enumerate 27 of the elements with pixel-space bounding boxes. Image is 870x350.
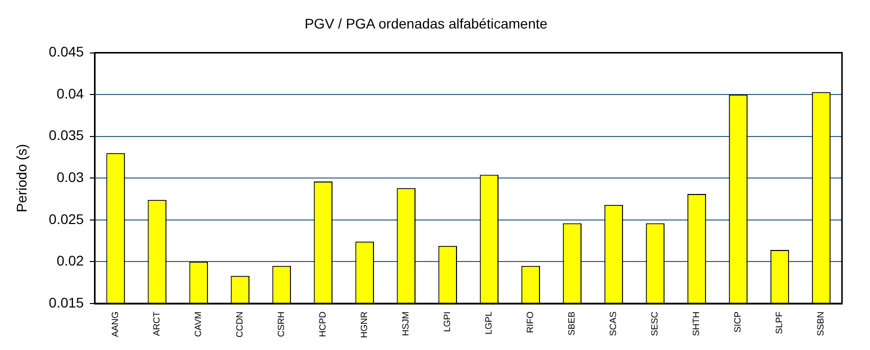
x-tick-label: CSRH [276, 312, 286, 338]
x-tick-label: SICP [732, 312, 743, 333]
x-tick-label: CAVM [193, 312, 204, 337]
x-tick-label: ARCT [152, 311, 162, 336]
x-tick-label: HSJM [400, 312, 411, 336]
x-tick-label: LGPL [484, 312, 494, 335]
x-tick-label: SSBN [816, 312, 826, 336]
x-tick-label: SBEB [566, 312, 577, 336]
x-tick-label: LGPI [442, 312, 452, 332]
x-tick-label: HCPD [318, 311, 328, 338]
x-tick-label: CCDN [234, 312, 245, 338]
y-tick-label: 0.045 [48, 44, 84, 60]
x-tick-label: RIFO [525, 312, 536, 333]
y-tick-label: 0.025 [48, 210, 84, 227]
y-tick-label: 0.015 [48, 294, 84, 310]
x-tick-label: HGNR [359, 311, 370, 338]
chart-title: PGV / PGA ordenadas alfabéticamente [304, 15, 548, 32]
x-tick-label: AANG [110, 312, 120, 338]
y-tick-label: 0.03 [56, 169, 84, 186]
y-tick-label: 0.04 [56, 85, 84, 102]
x-tick-label: SCAS [608, 312, 618, 336]
y-tick-label: 0.035 [48, 127, 84, 144]
x-tick-label: SESC [650, 311, 660, 336]
x-tick-label: SHTH [691, 312, 702, 336]
y-axis-title: Periodo (s) [13, 144, 30, 212]
y-tick-label: 0.02 [56, 252, 84, 269]
x-tick-label: SLPF [774, 311, 784, 334]
